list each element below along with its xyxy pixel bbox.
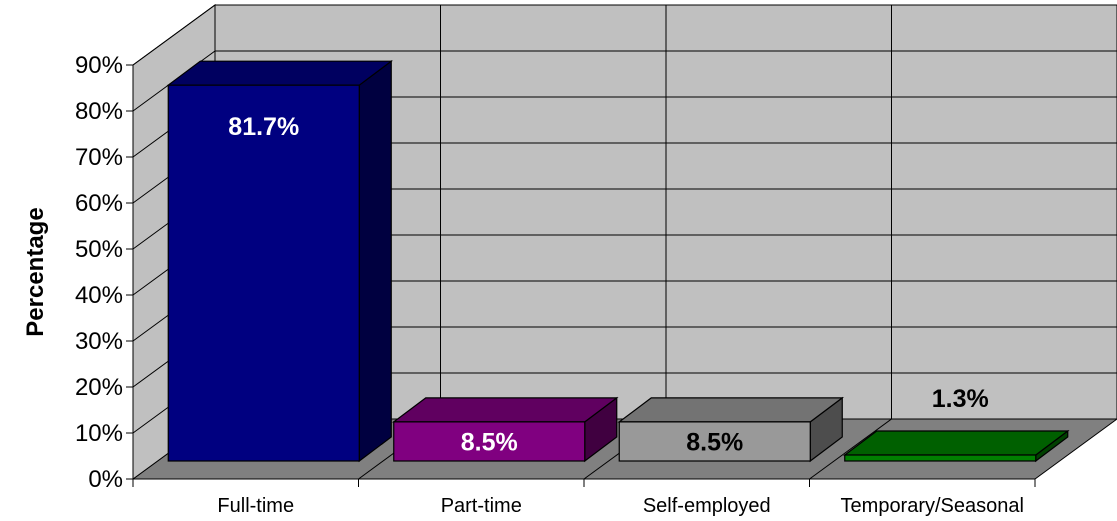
bar-top [842, 430, 1070, 456]
y-tick-label: 80% [75, 98, 123, 125]
bar-full-time [166, 59, 394, 463]
gridline [132, 4, 1117, 66]
category-labels: Full-time Part-time Self-employed Temporary… [217, 495, 1024, 517]
y-axis-title: Percentage [22, 207, 49, 336]
bar-front [167, 84, 360, 462]
data-label: 1.3% [932, 385, 989, 413]
bar-front [393, 421, 586, 462]
bar-top [166, 60, 394, 86]
bar-front [618, 421, 811, 462]
bar-side [358, 59, 392, 463]
y-tick-label: 50% [75, 236, 123, 263]
bar-top [617, 397, 845, 423]
bar-top [391, 397, 619, 423]
y-tick-label: 90% [75, 52, 123, 79]
y-tick-label: 0% [88, 466, 123, 493]
y-tick-label: 70% [75, 144, 123, 171]
data-label: 8.5% [686, 428, 743, 456]
y-tick-label: 10% [75, 420, 123, 447]
data-label: 8.5% [461, 428, 518, 456]
y-tick-label: 40% [75, 282, 123, 309]
y-axis [126, 64, 1036, 487]
bar-part-time [391, 396, 619, 463]
floor-divider [809, 418, 892, 480]
category-label: Self-employed [643, 495, 771, 517]
bar-self-employed [617, 396, 845, 463]
category-label: Part-time [441, 495, 522, 517]
y-tick-label: 60% [75, 190, 123, 217]
data-label: 81.7% [228, 113, 299, 141]
category-label: Full-time [217, 495, 294, 517]
bar-front [844, 454, 1037, 462]
y-tick-label: 30% [75, 328, 123, 355]
y-tick-label: 20% [75, 374, 123, 401]
data-labels: 81.7% 8.5% 8.5% 1.3% [228, 113, 988, 456]
gridline [132, 50, 1117, 112]
category-label: Temporary/Seasonal [841, 495, 1024, 517]
bars [166, 59, 1070, 463]
bar-temporary-seasonal [842, 429, 1070, 463]
y-tick-labels: 0% 10% 20% 30% 40% 50% 60% 70% 80% 90% [75, 52, 123, 493]
